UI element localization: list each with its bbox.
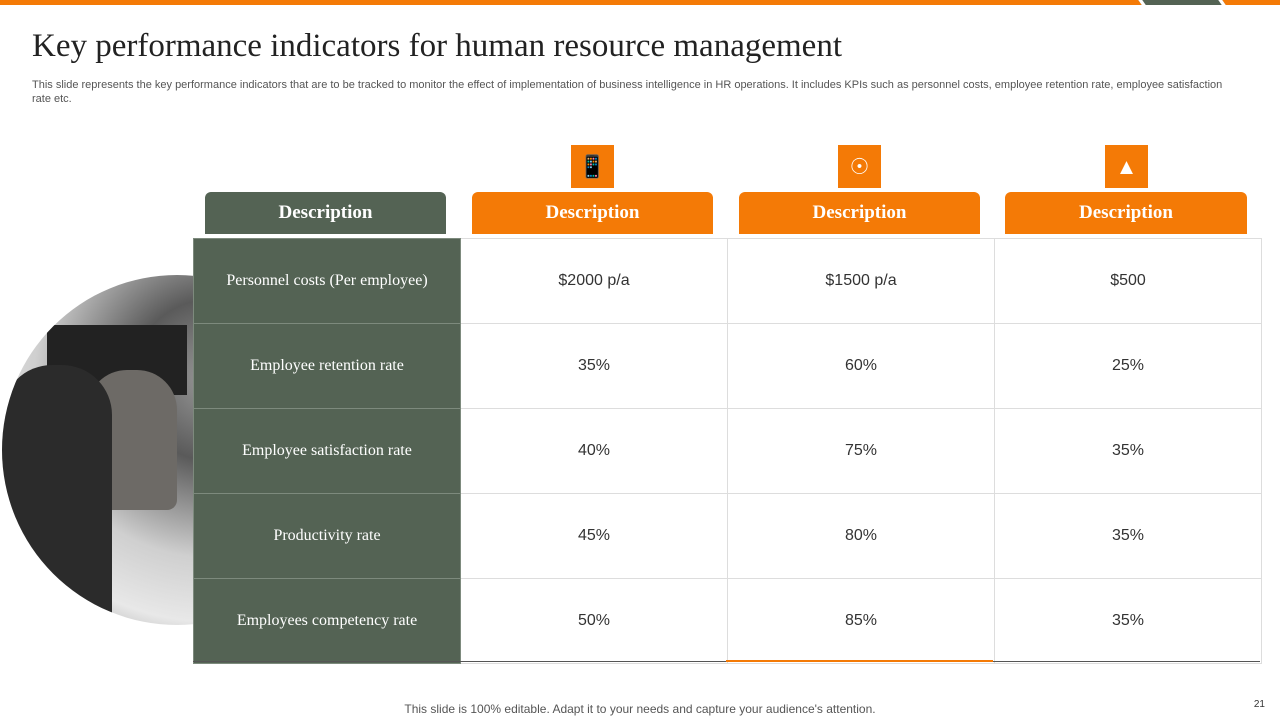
header-description-1: Description xyxy=(205,192,446,234)
footer-note: This slide is 100% editable. Adapt it to… xyxy=(404,702,876,716)
header-description-2: Description xyxy=(472,192,713,234)
cell: 75% xyxy=(727,408,995,494)
cell: 80% xyxy=(727,493,995,579)
cell: 25% xyxy=(994,323,1262,409)
table-row: Employee retention rate 35% 60% 25% xyxy=(193,323,1262,409)
cell: 85% xyxy=(727,578,995,664)
shapes-icon: ▲ xyxy=(1105,145,1148,188)
header-description-3: Description xyxy=(739,192,980,234)
cell: 35% xyxy=(994,408,1262,494)
cell: 35% xyxy=(994,578,1262,664)
cell: $1500 p/a xyxy=(727,238,995,324)
table-row: Productivity rate 45% 80% 35% xyxy=(193,493,1262,579)
header-description-4: Description xyxy=(1005,192,1247,234)
row-label: Employee satisfaction rate xyxy=(193,408,461,494)
cell: 50% xyxy=(460,578,728,664)
page-title: Key performance indicators for human res… xyxy=(32,28,842,64)
row-label: Productivity rate xyxy=(193,493,461,579)
cell: 40% xyxy=(460,408,728,494)
mobile-person-icon: 📱 xyxy=(571,145,614,188)
page-number: 21 xyxy=(1253,699,1265,710)
cell: 35% xyxy=(460,323,728,409)
table-row: Personnel costs (Per employee) $2000 p/a… xyxy=(193,238,1262,324)
table-row: Employees competency rate 50% 85% 35% xyxy=(193,578,1262,664)
person-target-icon: ☉ xyxy=(838,145,881,188)
table-accent-line xyxy=(726,660,993,662)
top-dark-accent xyxy=(1138,0,1226,5)
page-subtitle: This slide represents the key performanc… xyxy=(32,79,1223,105)
row-label: Employees competency rate xyxy=(193,578,461,664)
cell: $2000 p/a xyxy=(460,238,728,324)
row-label: Personnel costs (Per employee) xyxy=(193,238,461,324)
cell: 60% xyxy=(727,323,995,409)
cell: 35% xyxy=(994,493,1262,579)
man-figure xyxy=(2,365,112,625)
table-row: Employee satisfaction rate 40% 75% 35% xyxy=(193,408,1262,494)
row-label: Employee retention rate xyxy=(193,323,461,409)
cell: $500 xyxy=(994,238,1262,324)
kpi-table: Personnel costs (Per employee) $2000 p/a… xyxy=(193,238,1262,664)
top-accent-bar xyxy=(0,0,1280,5)
cell: 45% xyxy=(460,493,728,579)
